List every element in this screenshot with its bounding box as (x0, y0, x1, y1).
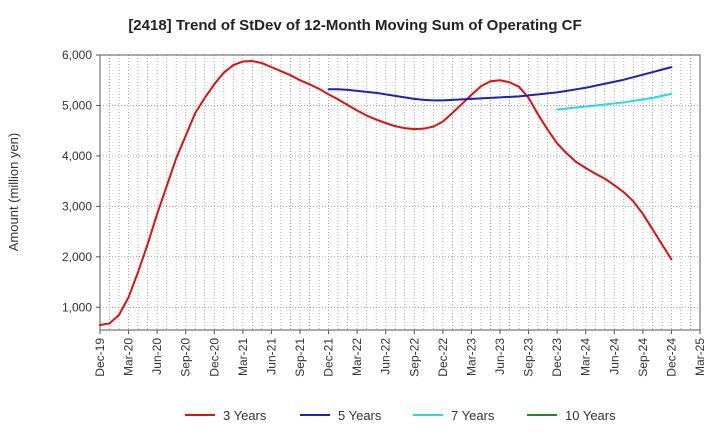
y-tick-label: 4,000 (62, 149, 92, 163)
y-axis-ticks: 1,000 2,000 3,000 4,000 5,000 6,000 (62, 48, 100, 314)
y-tick-label: 3,000 (62, 199, 92, 213)
legend: 3 Years 5 Years 7 Years 10 Years (185, 408, 616, 423)
x-tick-label: Sep-22 (407, 338, 421, 377)
x-tick-label: Sep-21 (293, 338, 307, 377)
x-tick-label: Jun-22 (379, 338, 393, 375)
series-line-7-years (556, 92, 673, 111)
legend-label: 7 Years (451, 408, 495, 423)
x-tick-label: Sep-23 (522, 338, 536, 377)
x-tick-label: Mar-22 (350, 338, 364, 376)
x-tick-label: Dec-23 (550, 338, 564, 377)
plot-area-frame (99, 54, 701, 331)
x-tick-label: Dec-20 (207, 338, 221, 377)
x-tick-label: Mar-21 (236, 338, 250, 376)
x-tick-label: Sep-24 (636, 338, 650, 377)
x-tick-label: Mar-23 (464, 338, 478, 376)
x-tick-label: Dec-21 (322, 338, 336, 377)
y-tick-label: 6,000 (62, 48, 92, 62)
series-lines (99, 60, 673, 326)
legend-label: 5 Years (338, 408, 382, 423)
x-tick-label: Dec-19 (93, 338, 107, 377)
y-tick-label: 5,000 (62, 98, 92, 112)
x-tick-label: Sep-20 (179, 338, 193, 377)
chart-title: [2418] Trend of StDev of 12-Month Moving… (128, 17, 581, 34)
x-tick-label: Mar-20 (122, 338, 136, 376)
x-tick-label: Mar-25 (693, 338, 707, 376)
y-tick-label: 2,000 (62, 250, 92, 264)
x-tick-label: Jun-20 (150, 338, 164, 375)
x-tick-label: Jun-23 (493, 338, 507, 375)
x-tick-label: Mar-24 (579, 338, 593, 376)
x-tick-label: Jun-24 (607, 338, 621, 375)
legend-label: 10 Years (565, 408, 616, 423)
y-tick-label: 1,000 (62, 300, 92, 314)
y-axis-label: Amount (million yen) (6, 133, 21, 252)
x-tick-label: Jun-21 (264, 338, 278, 375)
x-tick-label: Dec-24 (664, 338, 678, 377)
series-line-3-years (99, 60, 673, 326)
x-axis-ticks: Dec-19 Mar-20 Jun-20 Sep-20 Dec-20 Mar-21 Jun-… (93, 330, 707, 377)
legend-label: 3 Years (223, 408, 267, 423)
x-tick-label: Dec-22 (436, 338, 450, 377)
series-line-5-years (327, 66, 673, 102)
